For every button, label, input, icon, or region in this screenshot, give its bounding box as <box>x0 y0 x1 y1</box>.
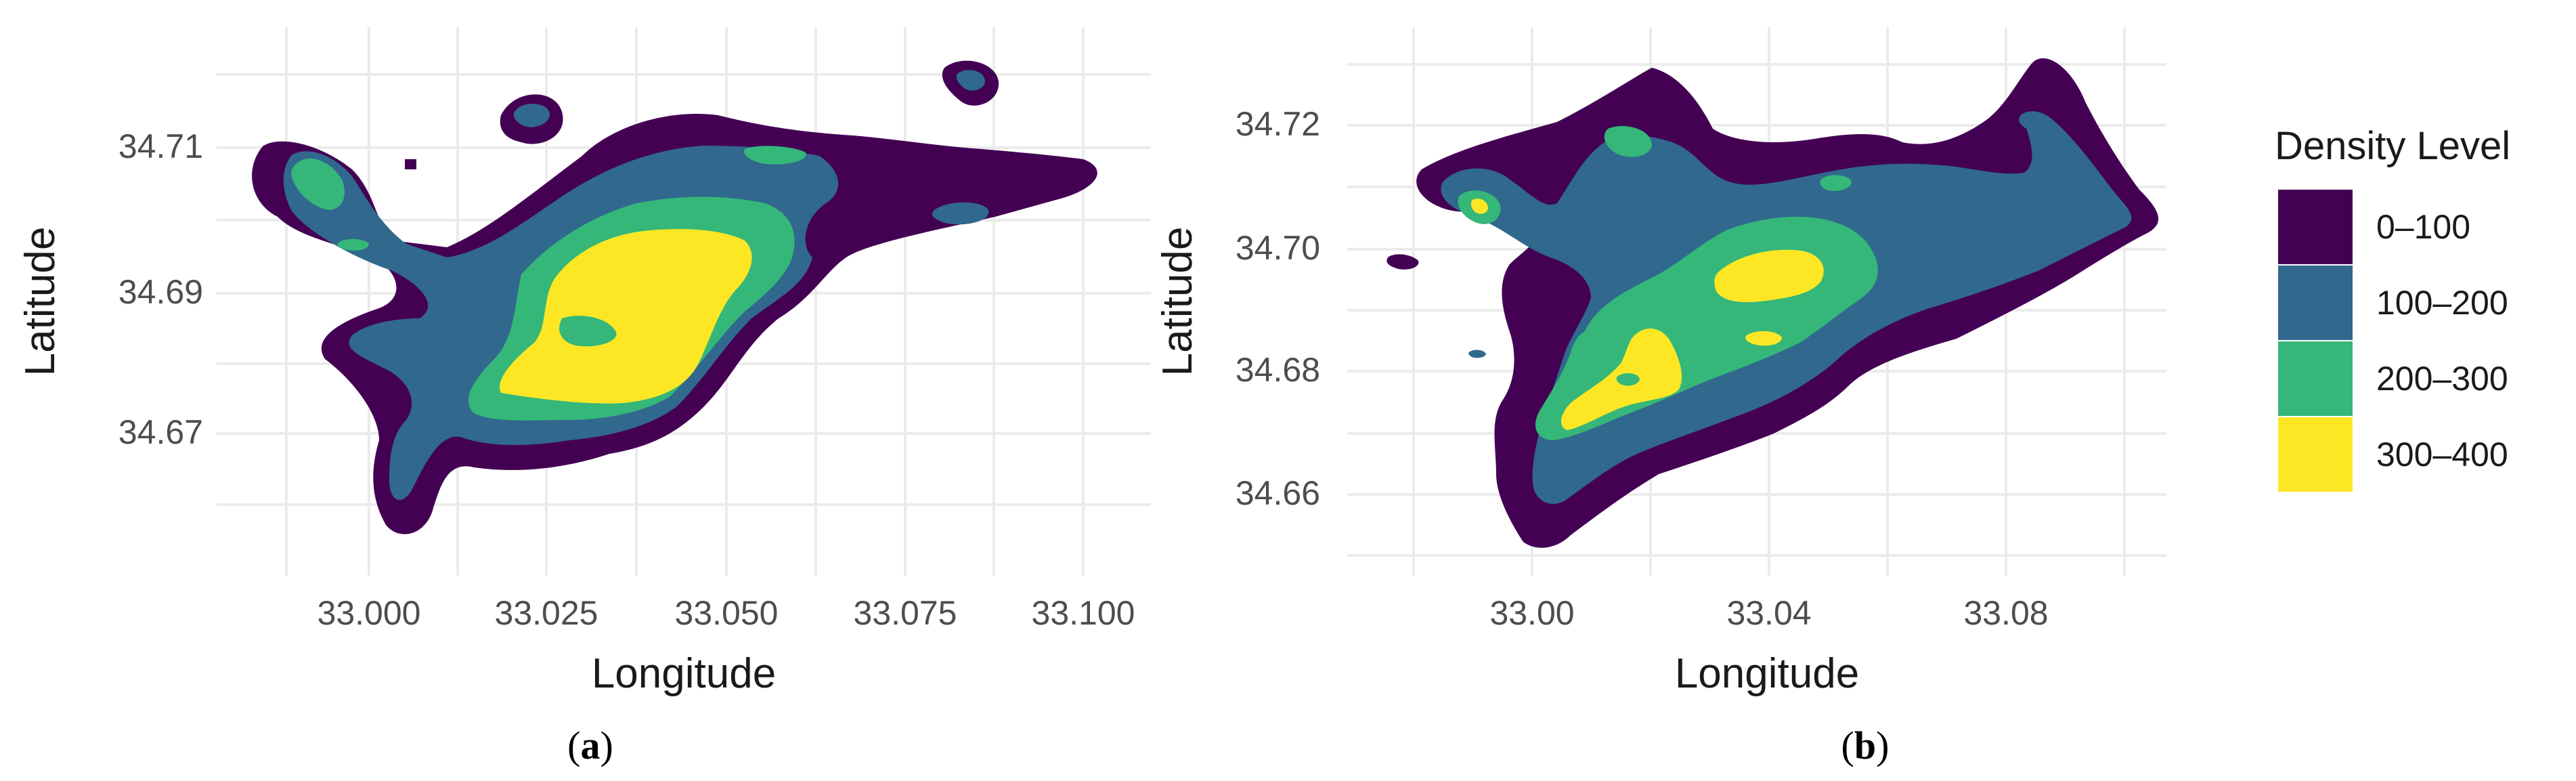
panel-b: 34.72 34.70 34.68 34.66 33.00 33.04 33.0… <box>1154 27 2166 767</box>
contour-level-300-400-notch <box>559 316 617 347</box>
panel-b-y-tick-labels: 34.72 34.70 34.68 34.66 <box>1236 105 1320 512</box>
legend-swatch <box>2278 341 2353 416</box>
x-tick-label: 33.075 <box>854 594 957 632</box>
x-tick-label: 33.08 <box>1963 594 2048 632</box>
legend-item: 100–200 <box>2278 266 2508 340</box>
x-tick-label: 33.100 <box>1032 594 1135 632</box>
contour-blob-west-blue <box>1468 350 1486 358</box>
legend-swatch <box>2278 417 2353 492</box>
contour-level-300-400-small <box>1745 331 1782 346</box>
contour-blob-green-small <box>337 238 369 251</box>
contour-level-300-400-east-dot <box>2019 111 2043 130</box>
y-tick-label: 34.72 <box>1236 105 1320 143</box>
panel-label-b: (b) <box>1841 723 1890 767</box>
panel-a: 34.71 34.69 34.67 33.000 33.025 33.050 3… <box>17 27 1151 767</box>
legend-item: 0–100 <box>2278 190 2470 264</box>
panel-b-density-contours <box>1387 58 2159 548</box>
x-tick-label: 33.00 <box>1489 594 1574 632</box>
contour-blob-northeast-blue <box>956 70 985 91</box>
contour-blob-dot <box>405 159 416 169</box>
panel-a-x-tick-labels: 33.000 33.025 33.050 33.075 33.100 <box>318 594 1135 632</box>
contour-level-300-400-center <box>1714 249 1824 303</box>
contour-blob-north-blue <box>513 104 550 127</box>
x-tick-label: 33.04 <box>1726 594 1811 632</box>
y-tick-label: 34.69 <box>118 273 203 311</box>
legend-swatch <box>2278 266 2353 340</box>
legend-label: 200–300 <box>2376 360 2508 398</box>
contour-blob-east-blue <box>932 202 989 225</box>
panel-b-x-tick-labels: 33.00 33.04 33.08 <box>1489 594 2048 632</box>
panel-label-letter: b <box>1854 723 1876 767</box>
x-tick-label: 33.025 <box>495 594 598 632</box>
contour-level-300-400-notch <box>1616 373 1640 386</box>
x-axis-title: Longitude <box>1675 650 1859 697</box>
legend-swatch <box>2278 190 2353 264</box>
panel-a-density-contours <box>252 60 1097 534</box>
contour-level-200-300-small <box>1820 175 1852 191</box>
y-tick-label: 34.70 <box>1236 229 1320 267</box>
y-axis-title: Latitude <box>1154 227 1201 377</box>
y-tick-label: 34.71 <box>118 127 203 165</box>
legend-label: 100–200 <box>2376 284 2508 322</box>
y-tick-label: 34.68 <box>1236 351 1320 389</box>
legend-label: 300–400 <box>2376 436 2508 473</box>
contour-blob-green-north <box>744 146 806 165</box>
y-tick-label: 34.67 <box>118 413 203 451</box>
legend: Density Level 0–100 100–200 200–300 300–… <box>2275 124 2510 492</box>
x-axis-title: Longitude <box>592 650 776 697</box>
x-tick-label: 33.050 <box>675 594 779 632</box>
contour-level-300-400 <box>500 229 752 404</box>
x-tick-label: 33.000 <box>318 594 421 632</box>
legend-label: 0–100 <box>2376 208 2470 246</box>
contour-level-300-400-northwest <box>1470 198 1488 214</box>
panel-label-letter: a <box>581 723 601 767</box>
legend-title: Density Level <box>2275 124 2510 168</box>
panel-label-a: (a) <box>567 723 613 767</box>
y-axis-title: Latitude <box>17 227 64 377</box>
contour-level-200-300 <box>291 159 345 210</box>
y-tick-label: 34.66 <box>1236 474 1320 512</box>
panel-a-y-tick-labels: 34.71 34.69 34.67 <box>118 127 203 451</box>
legend-item: 300–400 <box>2278 417 2508 492</box>
contour-blob-west <box>1387 254 1419 270</box>
contour-level-200-300-north <box>1604 126 1652 157</box>
legend-item: 200–300 <box>2278 341 2508 416</box>
